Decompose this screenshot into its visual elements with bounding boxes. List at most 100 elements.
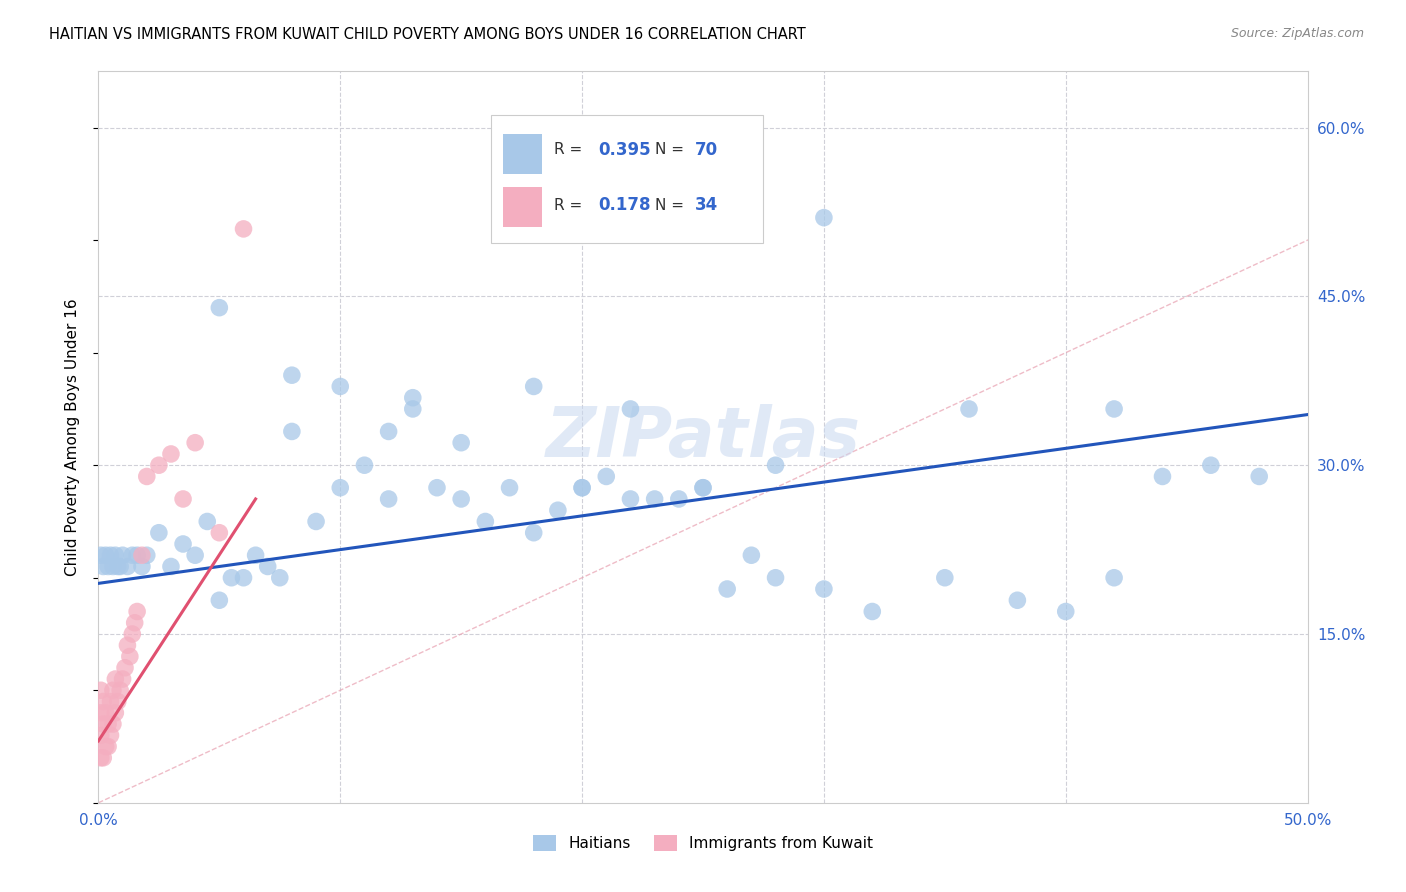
Point <box>1152 469 1174 483</box>
Point <box>498 481 520 495</box>
Point <box>91 559 114 574</box>
Point <box>1249 469 1271 483</box>
Point <box>860 605 883 619</box>
Point <box>934 571 956 585</box>
Point <box>101 717 124 731</box>
Point <box>813 582 835 596</box>
Point <box>281 425 304 439</box>
Text: 0.395: 0.395 <box>598 141 651 159</box>
Point <box>450 491 472 506</box>
Point <box>90 706 112 720</box>
FancyBboxPatch shape <box>503 187 543 227</box>
Point <box>281 368 304 383</box>
Point <box>765 458 787 473</box>
Point <box>619 491 641 506</box>
Point <box>121 548 143 562</box>
Point <box>100 694 122 708</box>
Point <box>107 559 129 574</box>
Point <box>100 728 122 742</box>
Point <box>104 706 127 720</box>
Point <box>765 571 787 585</box>
Point <box>329 379 352 393</box>
Point <box>114 661 136 675</box>
Legend: Haitians, Immigrants from Kuwait: Haitians, Immigrants from Kuwait <box>527 830 879 857</box>
Text: Source: ZipAtlas.com: Source: ZipAtlas.com <box>1230 27 1364 40</box>
Point <box>111 672 134 686</box>
FancyBboxPatch shape <box>503 134 543 174</box>
Point <box>523 525 546 540</box>
Point <box>668 491 690 506</box>
Point <box>329 481 352 495</box>
FancyBboxPatch shape <box>492 115 763 244</box>
Point <box>595 469 617 483</box>
Point <box>90 751 112 765</box>
Point <box>571 481 593 495</box>
Point <box>131 559 153 574</box>
Point <box>172 491 194 506</box>
Point <box>127 605 149 619</box>
Point <box>957 401 980 416</box>
Point <box>97 559 120 574</box>
Point <box>104 672 127 686</box>
Text: N =: N = <box>655 142 689 157</box>
Point <box>94 739 117 754</box>
Point <box>184 435 207 450</box>
Point <box>740 548 762 562</box>
Point <box>107 694 129 708</box>
Point <box>450 435 472 450</box>
Point <box>619 401 641 416</box>
Text: R =: R = <box>554 142 588 157</box>
Point <box>269 571 291 585</box>
Y-axis label: Child Poverty Among Boys Under 16: Child Poverty Among Boys Under 16 <box>65 298 80 576</box>
Point <box>131 548 153 562</box>
Point <box>121 627 143 641</box>
Point <box>97 739 120 754</box>
Point <box>90 683 112 698</box>
Point <box>1054 605 1077 619</box>
Point <box>111 548 134 562</box>
Point <box>91 717 114 731</box>
Point <box>474 515 496 529</box>
Point <box>94 706 117 720</box>
Point <box>101 559 124 574</box>
Point <box>91 694 114 708</box>
Point <box>90 548 112 562</box>
Point <box>160 559 183 574</box>
Point <box>523 379 546 393</box>
Point <box>148 525 170 540</box>
Point <box>148 458 170 473</box>
Point <box>118 649 141 664</box>
Point <box>184 548 207 562</box>
Point <box>124 615 146 630</box>
Point <box>426 481 449 495</box>
Point <box>571 481 593 495</box>
Point <box>208 525 231 540</box>
Point <box>1102 571 1125 585</box>
Point <box>108 559 131 574</box>
Point <box>91 751 114 765</box>
Point <box>94 548 117 562</box>
Point <box>1007 593 1029 607</box>
Point <box>135 469 157 483</box>
Point <box>208 301 231 315</box>
Point <box>135 548 157 562</box>
Point <box>100 548 122 562</box>
Point <box>117 559 139 574</box>
Point <box>644 491 666 506</box>
Point <box>377 425 399 439</box>
Text: HAITIAN VS IMMIGRANTS FROM KUWAIT CHILD POVERTY AMONG BOYS UNDER 16 CORRELATION : HAITIAN VS IMMIGRANTS FROM KUWAIT CHILD … <box>49 27 806 42</box>
Point <box>172 537 194 551</box>
Point <box>127 548 149 562</box>
Point <box>195 515 218 529</box>
Text: 34: 34 <box>695 196 718 214</box>
Point <box>208 593 231 607</box>
Point <box>108 683 131 698</box>
Point <box>1102 401 1125 416</box>
Point <box>813 211 835 225</box>
Point <box>221 571 243 585</box>
Point <box>90 728 112 742</box>
Point <box>232 571 254 585</box>
Point <box>97 717 120 731</box>
Point <box>353 458 375 473</box>
Point <box>547 503 569 517</box>
